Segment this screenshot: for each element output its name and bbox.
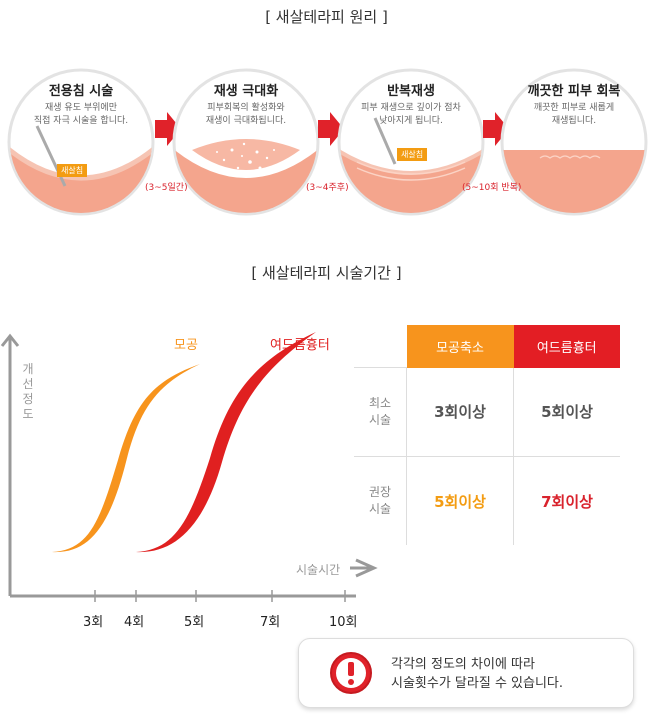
legend-scar: 여드름흉터 [270,338,330,353]
needle-tag: 새살침 [397,148,428,161]
period-label: (5~10회 반복) [462,183,522,193]
step-title: 재생 극대화 [213,84,279,99]
step-repeat-regeneration: 반복재생 피부 재생으로 깊이가 점차 낮아지게 됩니다. 새살침 [337,68,485,216]
table-corner [354,325,407,368]
legend-pore: 모공 [174,338,198,353]
table-cell: 3회이상 [406,367,514,457]
step-title: 깨끗한 피부 회복 [527,84,621,99]
step-desc: 피부 재생으로 깊이가 점차 낮아지게 됩니다. [361,103,461,126]
x-tick-label: 4회 [124,615,145,630]
step-regeneration: 재생 극대화 피부회복의 활성화와 재생이 극대화됩니다. [172,68,320,216]
step-needle-treatment: 전용침 시술 재생 유도 부위에만 직접 자극 시술을 합니다. 새살침 [7,68,155,216]
table-cell: 7회이상 [541,492,593,511]
step-desc: 깨끗한 피부로 새롭게 재생됩니다. [533,103,615,126]
x-axis-arrow-icon [355,558,378,578]
x-tick-label: 5회 [184,615,205,630]
series-pore-curve [52,364,200,553]
x-ticks [94,590,346,602]
period-section-title: [ 새살테라피 시술기간 ] [251,264,402,282]
series-scar-curve [136,332,316,553]
step-desc: 재생 유도 부위에만 직접 자극 시술을 합니다. [33,103,129,126]
y-axis-arrow-icon [0,333,20,347]
x-tick-label: 3회 [83,615,104,630]
y-axis-label: 개선정도 [22,362,34,421]
x-axis-label: 시술시간 [296,563,341,577]
arrow-right-icon [318,112,344,146]
step-circle [7,68,155,216]
needle-tag: 새살침 [57,164,88,177]
table-cell: 5회이상 [406,456,514,545]
table-row: 권장 시술 5회이상 7회이상 [354,456,620,545]
step-title: 반복재생 [387,84,435,99]
x-tick-label: 7회 [260,615,281,630]
treatment-table: 모공축소 여드름흉터 최소 시술 3회이상 5회이상 권장 시술 5회이상 7회… [354,325,620,545]
arrow-right-icon [155,112,181,146]
exclamation-icon [330,652,372,694]
step-circle [337,68,485,216]
table-row: 최소 시술 3회이상 5회이상 [354,367,620,457]
notice-text: 각각의 정도의 차이에 따라 시술횟수가 달라질 수 있습니다. [391,657,564,691]
header-pore: 모공축소 [406,325,514,368]
notice-box: 각각의 정도의 차이에 따라 시술횟수가 달라질 수 있습니다. [298,638,634,708]
table-cell: 5회이상 [513,367,620,457]
step-clean-skin: 깨끗한 피부 회복 깨끗한 피부로 새롭게 재생됩니다. [500,68,648,216]
chart-canvas [0,332,378,602]
period-label: (3~5일간) [145,183,188,193]
step-circle [172,68,320,216]
row-label: 최소 시술 [354,367,407,457]
period-label: (3~4주후) [306,183,349,193]
step-title: 전용침 시술 [48,84,114,99]
table-header-row: 모공축소 여드름흉터 [354,325,620,368]
arrow-right-icon [483,112,509,146]
row-label: 권장 시술 [368,485,392,516]
principle-title: [ 새살테라피 원리 ] [265,8,388,26]
step-desc: 피부회복의 활성화와 재생이 극대화됩니다. [205,103,287,126]
x-tick-label: 10회 [329,615,358,630]
step-circle [500,68,648,216]
header-scar: 여드름흉터 [513,325,620,368]
